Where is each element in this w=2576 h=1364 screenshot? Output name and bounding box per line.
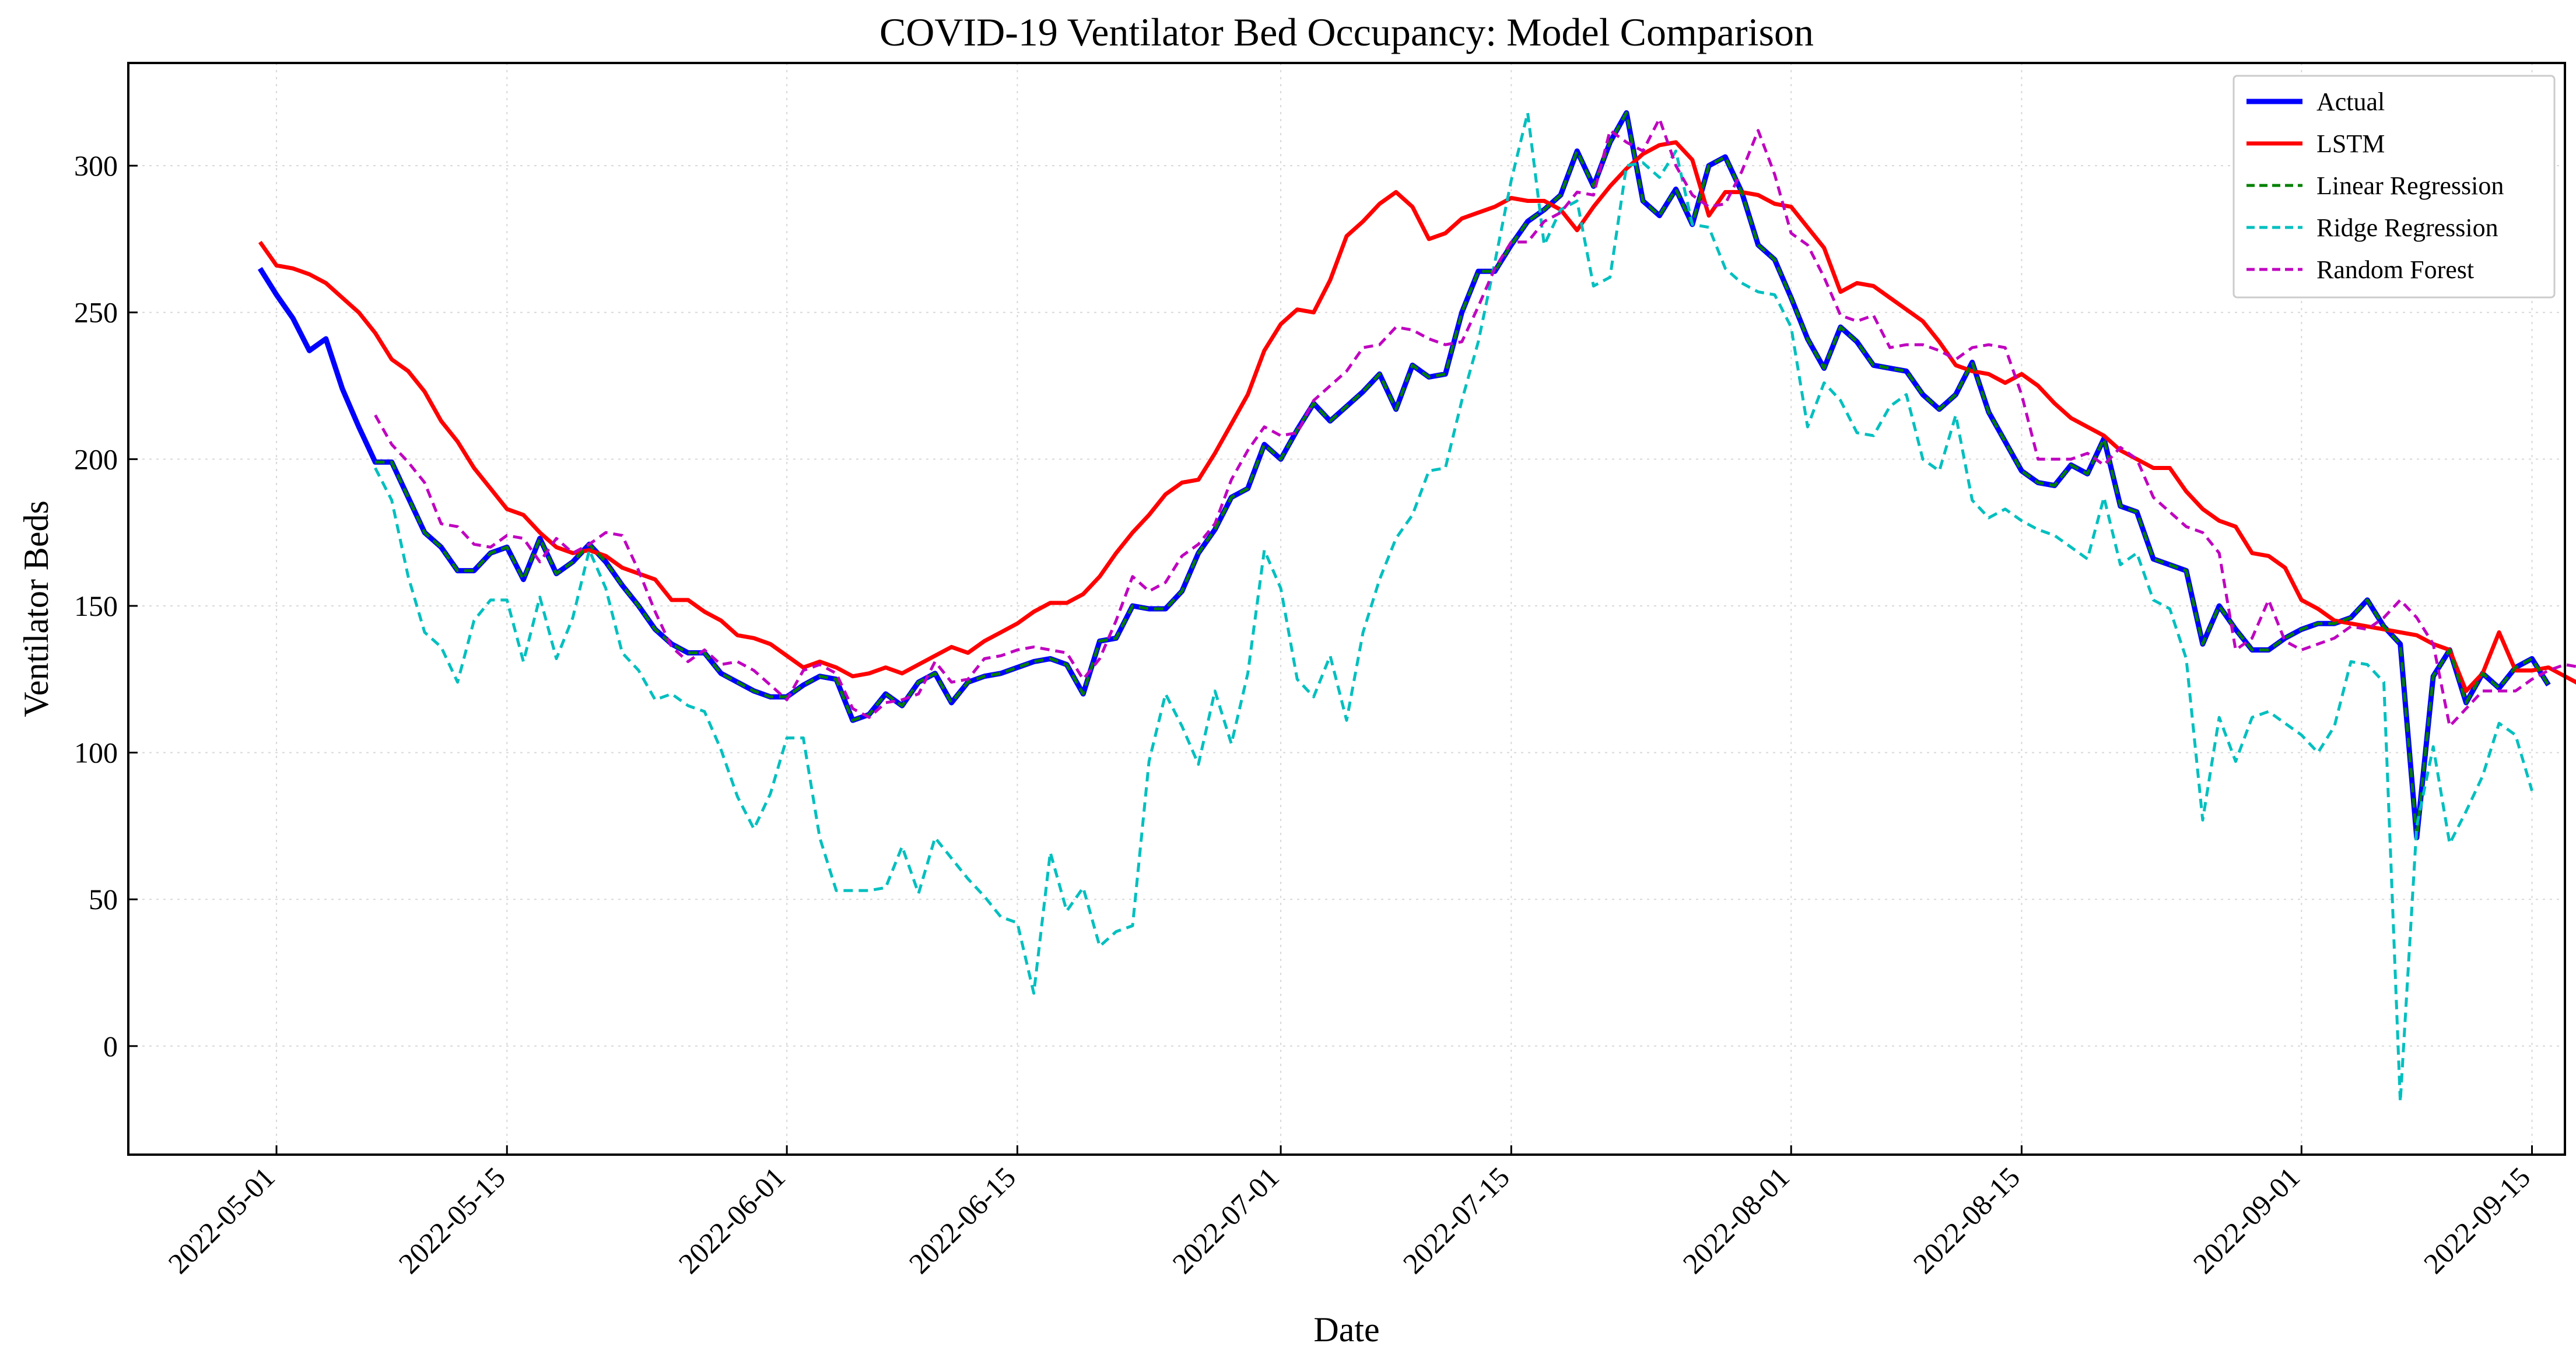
series-line-linear bbox=[375, 111, 2550, 839]
plot-frame bbox=[127, 62, 2566, 1156]
legend-label-actual: Actual bbox=[2316, 87, 2385, 116]
x-axis-label: Date bbox=[1313, 1310, 1379, 1349]
y-tick-label: 200 bbox=[74, 443, 118, 475]
legend-label-linear: Linear Regression bbox=[2316, 171, 2504, 200]
legend-box bbox=[2232, 75, 2556, 299]
y-axis-label: Ventilator Beds bbox=[17, 500, 55, 717]
y-tick-label: 100 bbox=[74, 737, 118, 769]
chart-title: COVID-19 Ventilator Bed Occupancy: Model… bbox=[879, 10, 1814, 54]
y-tick-label: 0 bbox=[103, 1030, 118, 1063]
y-tick-label: 250 bbox=[74, 296, 118, 329]
legend-label-forest: Random Forest bbox=[2316, 255, 2474, 284]
series-line-ridge bbox=[374, 111, 2533, 1103]
series-line-lstm bbox=[258, 140, 2576, 693]
y-tick-label: 150 bbox=[74, 590, 118, 622]
series-line-actual bbox=[257, 110, 2551, 840]
grid bbox=[128, 63, 2565, 1155]
plot-series bbox=[257, 110, 2576, 1103]
legend-items: Actual LSTM Linear Regression Ridge Regress… bbox=[2246, 87, 2504, 284]
series-line-forest bbox=[374, 117, 2576, 728]
legend-label-ridge: Ridge Regression bbox=[2316, 213, 2498, 242]
y-tick-label: 300 bbox=[74, 149, 118, 182]
y-tick-label: 50 bbox=[89, 883, 118, 916]
legend-label-lstm: LSTM bbox=[2316, 129, 2385, 158]
legend: Actual LSTM Linear Regression Ridge Regress… bbox=[2232, 75, 2556, 299]
